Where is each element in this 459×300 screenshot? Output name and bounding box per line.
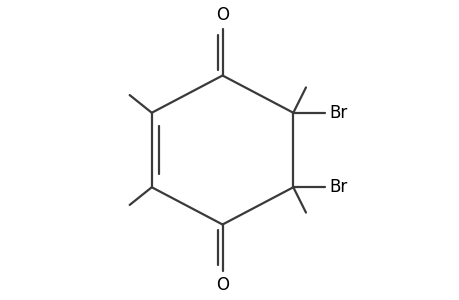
Text: Br: Br <box>329 104 347 122</box>
Text: Br: Br <box>329 178 347 196</box>
Text: O: O <box>216 276 229 294</box>
Text: O: O <box>216 6 229 24</box>
